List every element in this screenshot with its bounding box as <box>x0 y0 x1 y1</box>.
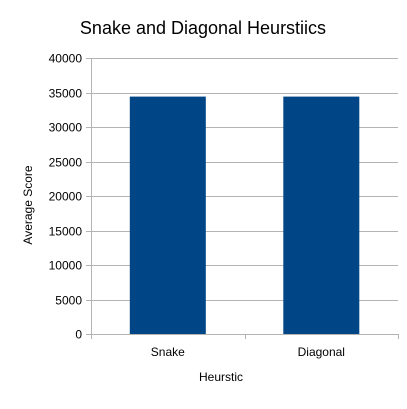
y-tick-label: 0 <box>75 328 82 342</box>
y-tick-label: 5000 <box>55 294 82 308</box>
y-tick-labels: 0 5000 10000 15000 20000 25000 30000 35000 40000 <box>49 52 83 342</box>
y-tick-label: 25000 <box>49 156 83 170</box>
x-tick-labels: Snake Diagonal <box>151 345 345 359</box>
y-tick-label: 35000 <box>49 87 83 101</box>
y-tick-label: 40000 <box>49 52 83 66</box>
x-tick-label: Snake <box>151 345 185 359</box>
y-tick-label: 20000 <box>49 190 83 204</box>
bar <box>129 96 206 334</box>
y-tick-label: 10000 <box>49 259 83 273</box>
bars <box>129 96 360 334</box>
y-tick-label: 15000 <box>49 225 83 239</box>
y-tick-label: 30000 <box>49 121 83 135</box>
axes <box>86 58 399 339</box>
x-tick-label: Diagonal <box>298 345 345 359</box>
chart-title: Snake and Diagonal Heurstiics <box>80 18 326 38</box>
y-axis-label: Average Score <box>21 165 35 244</box>
bar <box>283 96 360 334</box>
x-axis-label: Heurstic <box>199 370 243 384</box>
